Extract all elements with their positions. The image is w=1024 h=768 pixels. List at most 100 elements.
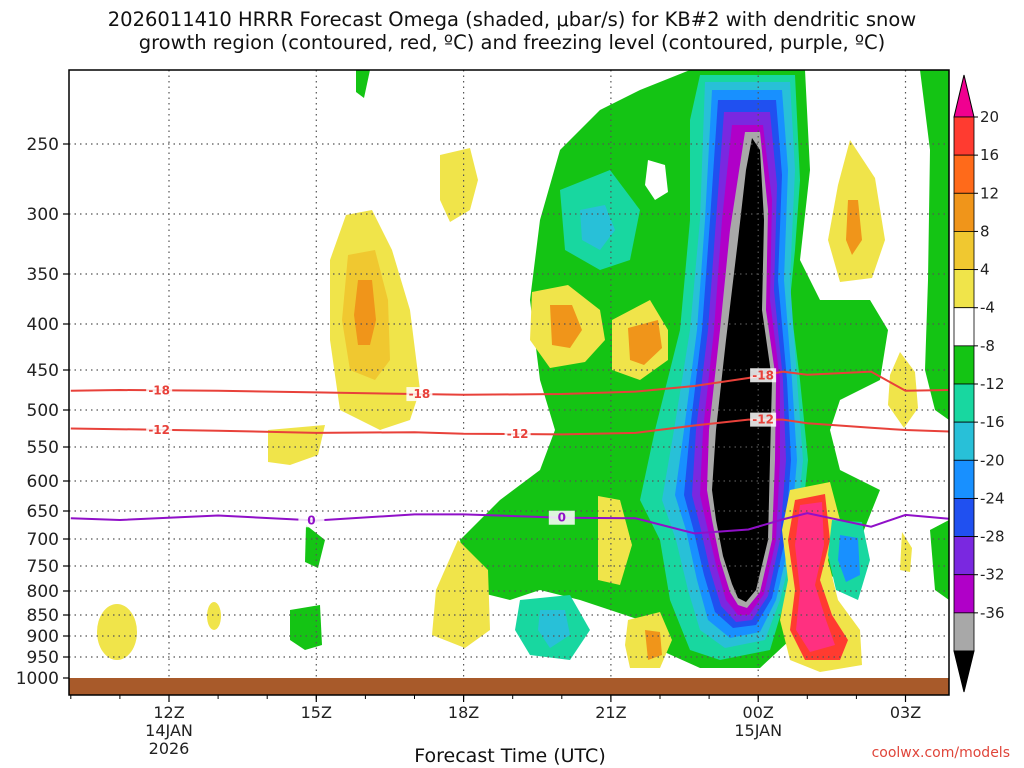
chart-title-line2: growth region (contoured, red, ºC) and f… xyxy=(138,31,886,54)
omega-sink-orange-1 xyxy=(354,280,376,345)
y-tick-label: 500 xyxy=(27,401,59,421)
contour-labels: -18 -18 -18 -12 -12 -12 0 0 xyxy=(146,368,777,528)
omega-sink-orange-3 xyxy=(550,305,582,348)
x-tick-date: 14JAN xyxy=(145,721,193,740)
colorbar-label: 20 xyxy=(980,108,999,126)
contour-label-bg xyxy=(548,510,575,525)
contour-label: -12 xyxy=(507,427,529,441)
colorbar-label: -8 xyxy=(980,337,995,355)
contour-label: -12 xyxy=(752,413,774,427)
contour-label-bg xyxy=(406,387,433,402)
ground-strip xyxy=(69,678,949,695)
colorbar: 20 16 12 8 4 -4 -8 -12 -16 -20 -24 -28 -32 -36 xyxy=(953,74,1005,693)
y-tick-label: 450 xyxy=(27,361,59,381)
omega-sink-yellow-10 xyxy=(432,540,490,648)
x-tick-year: 2026 xyxy=(149,739,190,758)
x-tick-label: 03Z xyxy=(890,703,921,722)
colorbar-segment xyxy=(953,154,975,194)
colorbar-label: -32 xyxy=(980,566,1005,584)
colorbar-segment xyxy=(953,116,975,156)
colorbar-min-tip xyxy=(953,650,975,693)
colorbar-label: -16 xyxy=(980,413,1005,431)
contour-label-bg xyxy=(146,422,173,437)
omega-sink-orange-12 xyxy=(645,630,662,660)
omega-sink-yellow-9 xyxy=(268,425,325,465)
x-tick-label: 18Z xyxy=(448,703,479,722)
x-tick-label: 12Z xyxy=(153,703,184,722)
colorbar-segment xyxy=(953,192,975,232)
omega-rise-green-1 xyxy=(305,525,325,568)
omega-sink-yellow-8 xyxy=(207,602,221,630)
colorbar-segment xyxy=(953,498,975,537)
y-tick-label: 850 xyxy=(27,606,59,626)
omega-rise-cyan-8 xyxy=(580,205,615,250)
colorbar-segment xyxy=(953,345,975,385)
omega-sink-yellow-2 xyxy=(440,148,478,222)
colorbar-segment xyxy=(953,612,975,652)
colorbar-label: -28 xyxy=(980,528,1005,546)
colorbar-label: 4 xyxy=(980,261,990,279)
chart-title-line1: 2026011410 HRRR Forecast Omega (shaded, … xyxy=(107,8,917,31)
y-tick-label: 550 xyxy=(27,438,59,458)
colorbar-label: -20 xyxy=(980,451,1005,469)
contour-label-bg xyxy=(298,513,325,528)
colorbar-label: -4 xyxy=(980,299,995,317)
colorbar-label: -24 xyxy=(980,489,1005,507)
x-tick-label: 15Z xyxy=(301,703,332,722)
colorbar-segment xyxy=(953,231,975,270)
colorbar-segment xyxy=(953,307,975,347)
colorbar-segment xyxy=(953,536,975,576)
contour-label-bg xyxy=(750,368,777,383)
omega-rise-cyan-7 xyxy=(538,610,570,648)
plot-frame xyxy=(68,69,950,696)
contour-label-bg xyxy=(504,427,531,442)
omega-rise-green-5 xyxy=(930,520,949,600)
x-tick-label: 00Z xyxy=(743,703,774,722)
y-tick-label: 950 xyxy=(27,648,59,668)
y-axis: 2503003504004505005506006507007508008509… xyxy=(16,135,69,689)
contour-label-bg xyxy=(146,383,173,398)
omega-sink-yellow-14 xyxy=(900,532,912,572)
omega-sink-orange-4 xyxy=(628,320,662,365)
y-tick-label: 600 xyxy=(27,472,59,492)
omega-hole-white xyxy=(645,160,668,200)
omega-rise-green-4 xyxy=(920,70,949,420)
colorbar-label: -36 xyxy=(980,604,1005,622)
y-tick-label: 400 xyxy=(27,315,59,335)
contour-dendritic-minus12 xyxy=(70,418,950,436)
omega-rise-green-3 xyxy=(356,70,370,98)
y-tick-label: 650 xyxy=(27,502,59,522)
colorbar-label: 12 xyxy=(980,184,999,202)
contour-label: -18 xyxy=(409,387,431,401)
colorbar-segment xyxy=(953,269,975,309)
y-tick-label: 250 xyxy=(27,135,59,155)
colorbar-segment xyxy=(953,421,975,461)
x-axis-title: Forecast Time (UTC) xyxy=(414,745,606,767)
y-tick-label: 800 xyxy=(27,582,59,602)
omega-core-black xyxy=(712,138,772,602)
y-tick-label: 300 xyxy=(27,205,59,225)
colorbar-label: 16 xyxy=(980,146,999,164)
y-tick-label: 700 xyxy=(27,530,59,550)
y-tick-label: 750 xyxy=(27,557,59,577)
omega-sink-pink-6 xyxy=(795,502,835,652)
contour-label-bg xyxy=(750,412,777,427)
y-tick-label: 900 xyxy=(27,627,59,647)
omega-rise-blue-6 xyxy=(838,535,860,582)
colorbar-label: -12 xyxy=(980,375,1005,393)
contour-label: -18 xyxy=(148,383,170,397)
y-tick-label: 1000 xyxy=(16,669,59,689)
contour-label: -18 xyxy=(752,368,774,382)
x-tick-date: 15JAN xyxy=(734,721,782,740)
contour-label: 0 xyxy=(307,513,315,527)
contour-label: 0 xyxy=(558,511,566,525)
colorbar-segment xyxy=(953,459,975,499)
grid-lines xyxy=(69,70,949,695)
x-tick-label: 21Z xyxy=(595,703,626,722)
contour-freezing-level xyxy=(70,512,950,535)
credit-text: coolwx.com/models xyxy=(871,745,1010,761)
contour-dendritic-minus18 xyxy=(70,370,950,396)
contour-label: -12 xyxy=(148,423,170,437)
